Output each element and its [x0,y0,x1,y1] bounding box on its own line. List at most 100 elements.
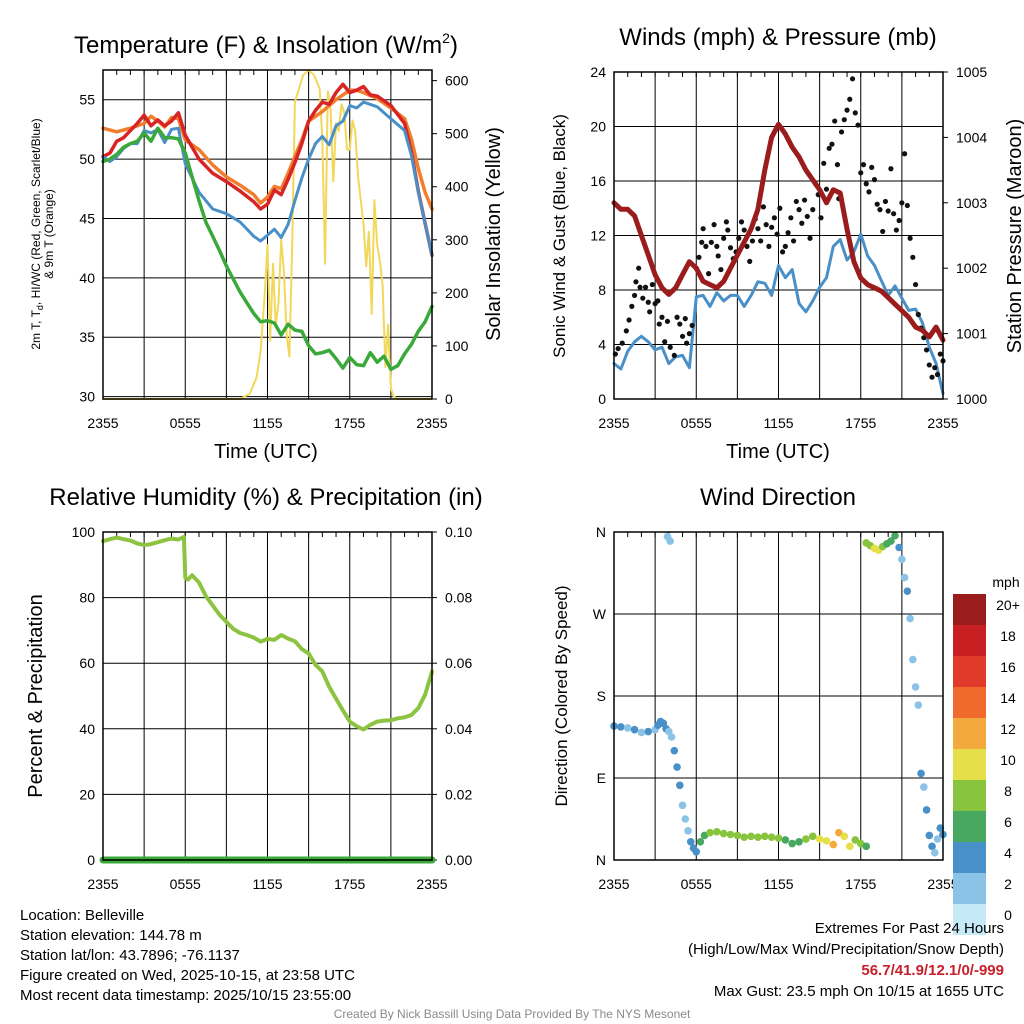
gust-point [882,198,889,205]
direction-point [895,543,903,552]
direction-point [898,555,906,564]
gust-point [923,347,930,353]
y-tick-label-left: 35 [79,329,95,345]
y-tick-label-left: W [593,606,607,622]
gust-point [615,345,621,352]
gust-point [640,295,646,301]
gust-point [932,365,938,371]
gust-point [832,118,838,124]
direction-point [933,835,942,843]
dir-frame [613,531,944,861]
station-info: Location: Belleville Station elevation: … [20,906,355,1006]
y-tick-label-right: 1002 [956,260,987,276]
gust-point [721,235,727,241]
gust-point [674,314,680,320]
gust-point [679,333,686,339]
y-tick-label-right: 0.08 [445,590,472,606]
direction-point [644,727,653,736]
gust-point [823,186,830,192]
gust-point [788,215,794,221]
gust-point [771,215,777,221]
y-tick-label-left: 55 [79,92,95,108]
gust-point [896,217,902,224]
gust-point [910,254,916,260]
gust-point [703,243,709,249]
latlon-text: Station lat/lon: 43.7896; -76.1137 [20,947,240,964]
created-text: Figure created on Wed, 2025-10-15, at 23… [20,967,355,984]
gust-point [915,311,921,318]
x-tick-label: 2355 [416,415,447,431]
gust-point [902,151,908,157]
y-tick-label-left: 40 [79,270,95,286]
dir-panel: Wind Direction 2355 0555 1155 1755 2355 N E S W N… [552,484,1020,935]
gust-point [858,170,864,176]
y-tick-label-left: 20 [590,119,606,135]
y-tick-label-left: 12 [590,228,606,244]
temp-plot-area: 2355 0555 1155 1755 2355 30 35 40 45 50 55 0 100 200 3… [79,69,469,431]
y-tick-label-right: 1001 [956,326,987,342]
direction-point [740,833,749,842]
direction-point [815,835,824,843]
extremes-title: Extremes For Past 24 Hours [814,920,1004,937]
gust-point [869,164,875,170]
gust-point [782,243,788,249]
gust-point [810,207,816,213]
gust-point [907,235,913,241]
gust-point [758,238,764,244]
y-tick-label-right: 0.10 [445,524,472,540]
gust-point [790,238,797,244]
y-tick-label-left: S [597,688,606,704]
legend-swatch [953,749,986,780]
legend-label: 12 [1000,721,1016,737]
y-tick-label-left: 8 [598,282,606,298]
gust-point [866,189,872,195]
direction-point [822,837,831,845]
direction-point [909,655,917,664]
gust-point [760,204,767,210]
gust-point [714,243,720,249]
gust-point [777,205,783,211]
series-relative-humidity [101,534,434,732]
extremes-info: Extremes For Past 24 Hours (High/Low/Max… [688,918,1004,1002]
y-tick-label-left: 100 [72,524,96,540]
location-text: Location: Belleville [20,907,145,924]
gust-point [623,328,629,334]
y-tick-label-right: 0.00 [445,852,472,868]
y-tick-label-left: 24 [590,64,606,80]
temp-ylabel-left: 2m T, Td, HI/WC (Red, Green, Scarlet/Blu… [29,118,45,349]
legend-swatch [953,625,986,656]
direction-point [696,837,705,846]
gust-point [893,227,899,233]
y-tick-label-right: 1003 [956,195,987,211]
direction-point [774,834,783,842]
y-tick-label-left: 20 [79,786,95,802]
y-tick-label-right: 1005 [956,64,987,80]
y-tick-label-left: 50 [79,151,95,167]
direction-point [767,833,776,842]
rh-frame [102,531,433,861]
legend-swatch [953,656,986,687]
gust-point [780,249,786,255]
direction-point [891,531,899,540]
y-tick-label-right: 1000 [956,391,987,407]
direction-point [684,827,692,835]
direction-point [930,848,939,857]
direction-point [781,836,790,844]
gust-point [642,284,649,290]
gust-point [705,271,712,277]
gust-point [662,339,668,345]
y-tick-label-left: 40 [79,721,95,737]
gust-point [818,215,824,221]
y-tick-label-left: 16 [590,173,606,189]
direction-point [726,830,735,839]
dir-title: Wind Direction [700,484,856,511]
gust-point [847,96,853,102]
y-tick-label-right: 400 [445,179,469,195]
direction-point [719,829,728,838]
gust-point [677,321,683,327]
y-tick-label-right: 0 [445,391,453,407]
gust-point [659,314,665,320]
gust-point [926,362,932,368]
gust-point [763,222,769,228]
gust-point [741,227,747,233]
